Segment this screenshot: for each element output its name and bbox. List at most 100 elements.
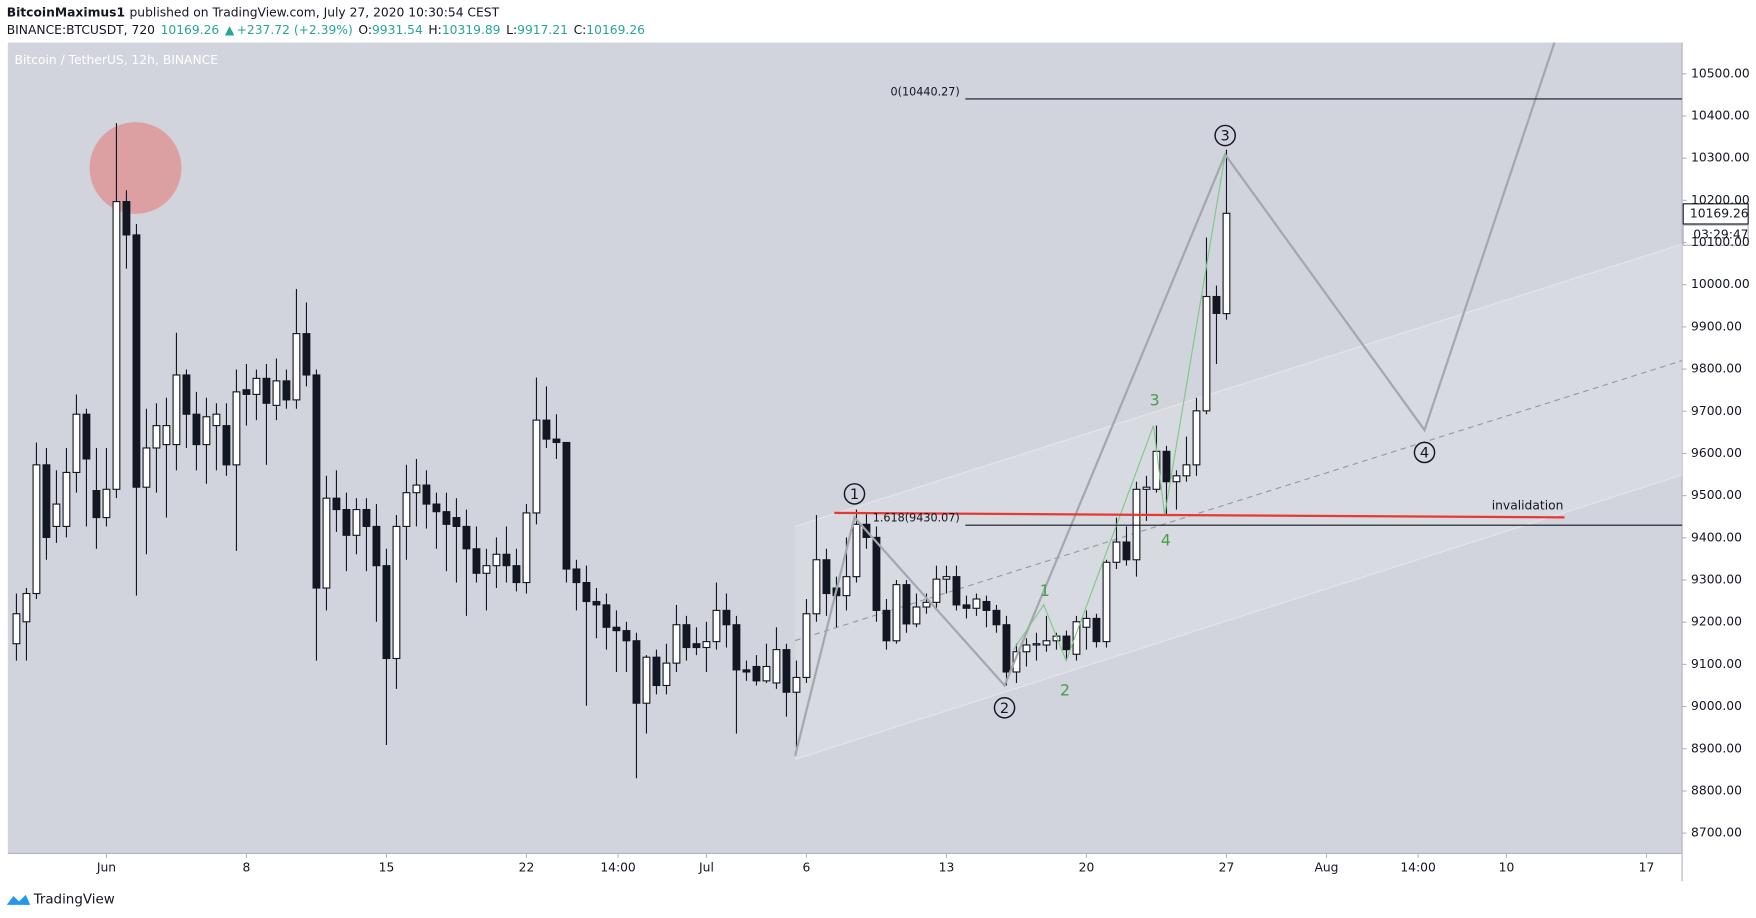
author[interactable]: BitcoinMaximus1 [7,5,125,19]
candle-body [162,425,171,446]
candle-body [272,380,281,406]
candle-body [742,669,751,673]
candle-body [952,576,961,606]
wave-circle [843,483,866,505]
candle-body [1062,635,1071,651]
up-arrow: ▲ [225,23,235,37]
candle-body [992,609,1001,626]
wave-label: 1 [850,486,859,503]
last-price: 10169.26 [161,23,220,37]
candle-body [642,656,651,704]
symbol: BINANCE:BTCUSDT, 720 [7,23,155,37]
candle-body [122,201,131,236]
wave-label: 3 [1221,128,1230,145]
y-tick-label: 8700.00 [1691,826,1742,840]
wave-circle [1413,441,1436,464]
candle-body [532,419,541,514]
candle-body [772,649,781,684]
candle-body [1082,617,1091,628]
price-tag-text: 10169.26 [1690,206,1749,220]
fib-label: 1.618(9430.07) [873,511,960,524]
ohlc-label: C: [574,23,587,37]
candle-body [102,488,111,519]
symbol-line: BINANCE:BTCUSDT, 720 10169.26 ▲ +237.72 (+2… [7,23,645,37]
candle-body [282,380,291,401]
candle-body [372,525,381,567]
candle-body [762,665,771,682]
candle-body [1222,212,1231,315]
candle-body [172,374,181,446]
candle-body [342,509,351,536]
x-tick-label: Jul [698,860,714,874]
candle-body [502,553,511,567]
ohlc-label: O: [358,23,372,37]
candle-body [202,416,211,446]
ohlc-value: 10319.89 [442,23,501,37]
channel-upper [794,243,1683,527]
price-axis-area [1682,42,1750,882]
x-tick-label: 13 [939,860,955,874]
y-tick-label: 9900.00 [1691,319,1742,333]
price-tag [1682,203,1749,225]
y-tick-label: 8900.00 [1691,741,1742,755]
candle-body [192,413,201,446]
subwave-path [1013,154,1226,663]
candle-body [312,374,321,589]
candle-body [352,509,361,536]
candle-body [292,333,301,401]
y-tick-label: 10500.00 [1691,66,1750,80]
candle-body [822,559,831,595]
y-tick-label: 8800.00 [1691,783,1742,797]
invalidation-line [834,511,1565,519]
candle-body [482,565,491,574]
wave-label: 4 [1420,445,1429,462]
axes: 8700.00 8800.00 8900.00 9000.00 9100.00 9200.… [96,66,1750,874]
candle-body [812,559,821,615]
candle-body [62,471,71,527]
channel-fill [795,244,1683,760]
countdown-tag [1682,224,1749,246]
candle-body [72,413,81,473]
candle-body [332,497,341,511]
ohlc-value: 10169.26 [586,23,645,37]
ohlc-value: 9917.21 [517,23,568,37]
candle-body [752,665,761,682]
candle-body [1092,617,1101,643]
candle-body [662,662,671,687]
candle-body [82,413,91,460]
candle-body [872,536,881,611]
candle-body [152,425,161,449]
candle-body [1102,561,1111,643]
candle-body [52,503,61,527]
x-tick-label: 14:00 [1400,860,1435,874]
wave-circle [993,696,1016,719]
candle-body [1022,644,1031,653]
brand[interactable]: TradingView [33,892,115,907]
candle-body [1112,541,1121,563]
candle-body [142,447,151,488]
candle-body [782,649,791,693]
candle-body [692,643,701,649]
candle-body [932,578,941,603]
y-tick-label: 10200.00 [1691,193,1750,207]
y-tick-label: 10100.00 [1691,235,1750,249]
subwave-label: 3 [1150,390,1160,409]
x-tick-label: Jun [96,860,116,874]
change: +237.72 (+2.39%) [237,23,353,37]
candle-body [182,374,191,415]
candle-body [1142,486,1151,490]
x-tick-label: 10 [1499,860,1515,874]
candle-body [262,377,271,404]
candle-body [462,525,471,550]
highlight-circle [89,122,182,214]
x-tick-label: 20 [1079,860,1095,874]
candle-body [1042,640,1051,646]
x-tick-label: Aug [1314,860,1338,874]
y-tick-label: 9600.00 [1691,446,1742,460]
candle-body [852,523,861,578]
candle-body [1132,488,1141,561]
candle-body [972,598,981,609]
x-tick-label: 17 [1639,860,1655,874]
subwave-label: 1 [1040,581,1050,600]
